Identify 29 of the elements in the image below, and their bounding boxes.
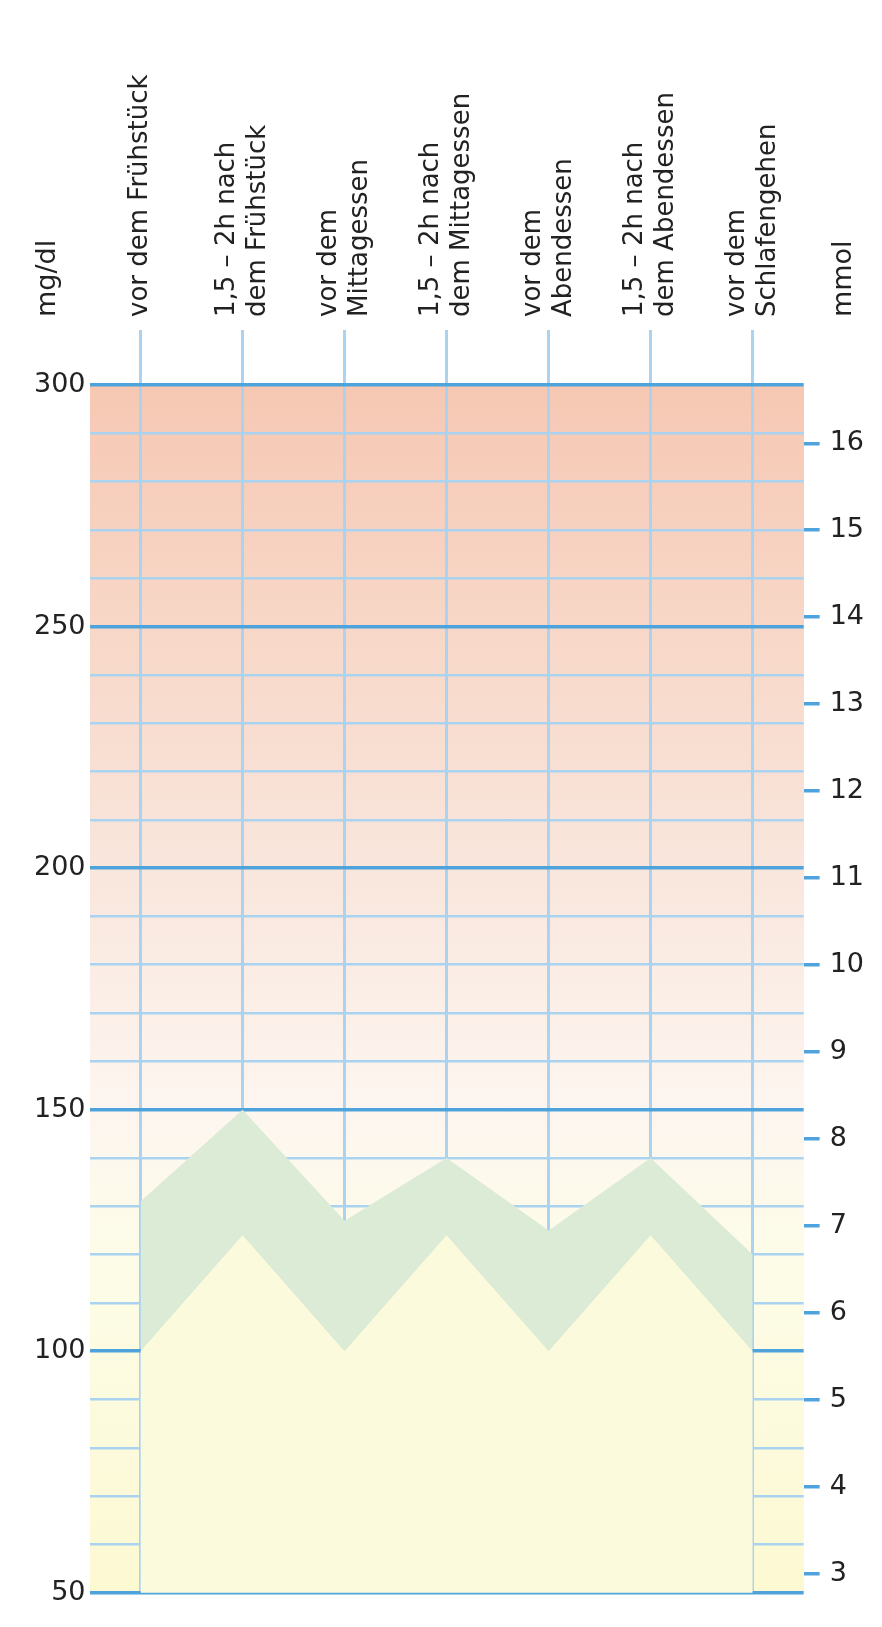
y-tick-label: 300 xyxy=(33,367,86,399)
x-tick-label: vor dem Schlafengehen xyxy=(719,123,781,317)
x-tick-label: vor dem Abendessen xyxy=(515,158,577,317)
x-tick-label: 1,5 – 2h nach dem Abendessen xyxy=(617,92,679,317)
y2-tick-label: 13 xyxy=(829,686,864,718)
y2-tick-label: 4 xyxy=(829,1468,847,1500)
y2-tick-label: 8 xyxy=(829,1120,847,1152)
y2-tick-label: 6 xyxy=(829,1294,847,1326)
y2-tick-label: 5 xyxy=(829,1381,847,1413)
y2-tick-label: 10 xyxy=(829,947,864,978)
y2-tick-label: 9 xyxy=(829,1033,847,1065)
x-tick-label: vor dem Frühstück xyxy=(123,74,154,317)
y2-tick-label: 16 xyxy=(829,425,864,457)
y-tick-label: 100 xyxy=(33,1333,86,1365)
y2-tick-label: 7 xyxy=(829,1207,847,1239)
y2-tick-label: 3 xyxy=(829,1555,847,1587)
y2-axis-title: mmol xyxy=(825,240,857,317)
y-tick-label: 50 xyxy=(51,1574,86,1606)
y2-tick-label: 14 xyxy=(829,599,864,631)
y2-tick-label: 11 xyxy=(829,860,864,892)
y-axis-title: mg/dl xyxy=(30,239,62,317)
x-tick-label: vor dem Mittagessen xyxy=(311,158,373,317)
x-tick-label: 1,5 – 2h nach dem Mittagessen xyxy=(413,92,475,317)
y-tick-label: 200 xyxy=(33,850,86,882)
y-tick-label: 250 xyxy=(33,608,86,640)
x-tick-label: 1,5 – 2h nach dem Frühstück xyxy=(209,124,271,317)
y2-tick-label: 15 xyxy=(829,512,864,544)
y2-tick-label: 12 xyxy=(829,773,864,805)
y-tick-label: 150 xyxy=(33,1091,86,1123)
